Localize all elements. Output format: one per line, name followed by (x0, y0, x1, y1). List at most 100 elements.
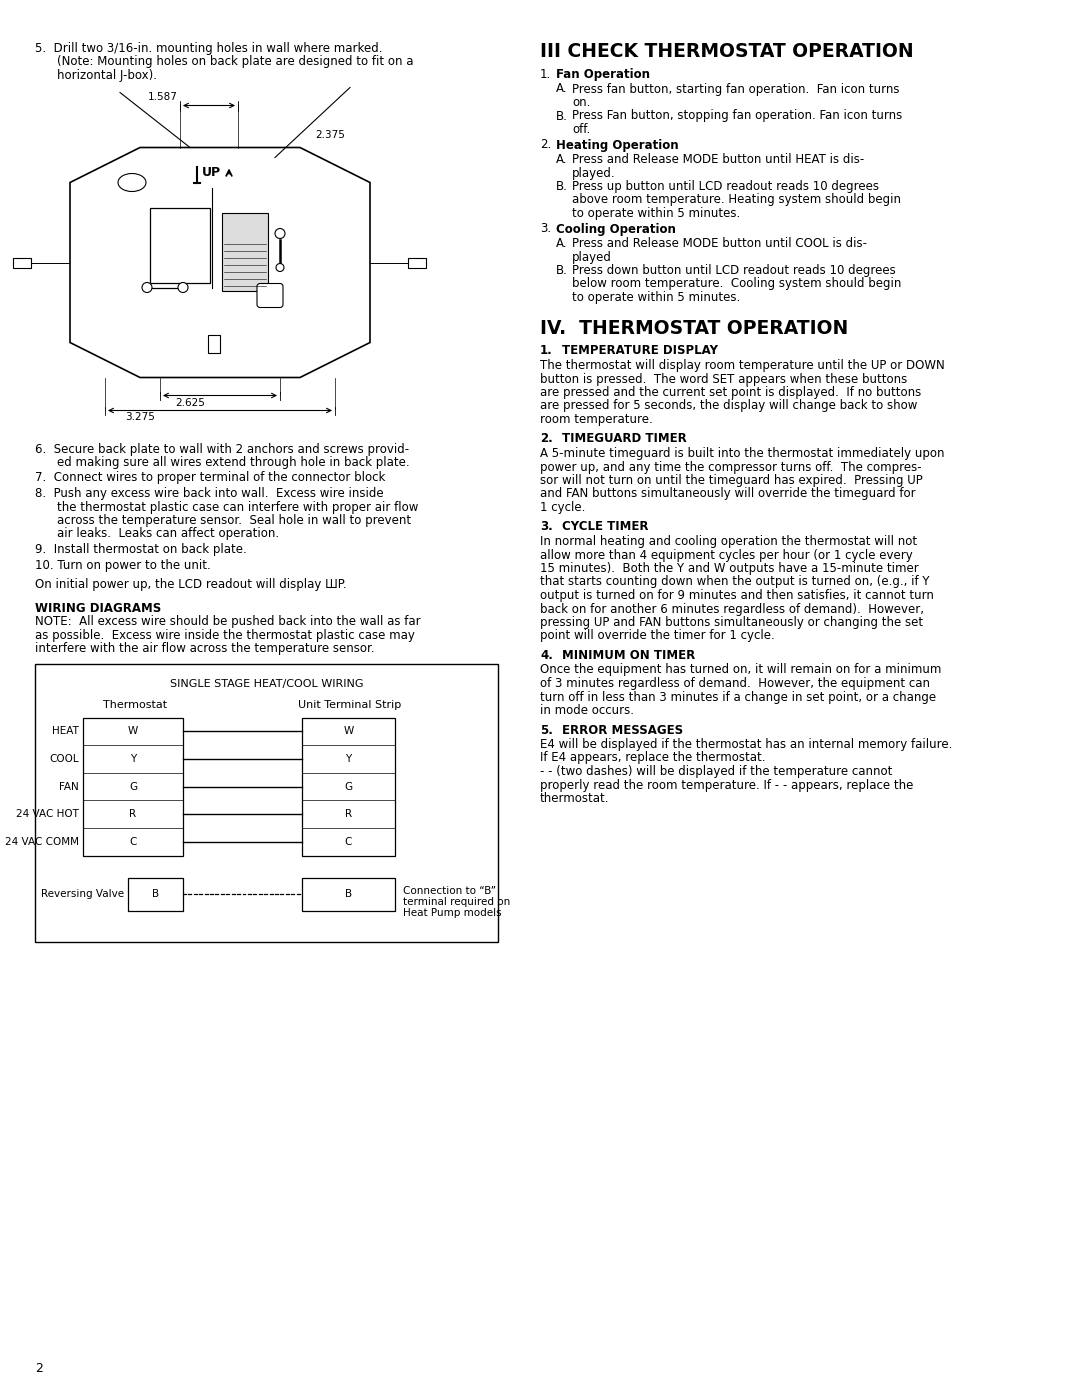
Text: 1.587: 1.587 (148, 92, 178, 102)
Text: E4 will be displayed if the thermostat has an internal memory failure.: E4 will be displayed if the thermostat h… (540, 738, 953, 752)
Text: point will override the timer for 1 cycle.: point will override the timer for 1 cycl… (540, 630, 774, 643)
Text: (Note: Mounting holes on back plate are designed to fit on a: (Note: Mounting holes on back plate are … (57, 56, 414, 68)
Text: A.: A. (556, 154, 567, 166)
Text: of 3 minutes regardless of demand.  However, the equipment can: of 3 minutes regardless of demand. Howev… (540, 678, 930, 690)
Text: back on for another 6 minutes regardless of demand).  However,: back on for another 6 minutes regardless… (540, 602, 924, 616)
Text: Unit Terminal Strip: Unit Terminal Strip (298, 700, 402, 710)
Text: A.: A. (556, 82, 567, 95)
Text: to operate within 5 minutes.: to operate within 5 minutes. (572, 207, 740, 219)
Text: SINGLE STAGE HEAT/COOL WIRING: SINGLE STAGE HEAT/COOL WIRING (170, 679, 363, 690)
Text: air leaks.  Leaks can affect operation.: air leaks. Leaks can affect operation. (57, 528, 279, 541)
Text: Press up button until LCD readout reads 10 degrees: Press up button until LCD readout reads … (572, 180, 879, 193)
Text: off.: off. (572, 123, 591, 136)
Text: 1 cycle.: 1 cycle. (540, 502, 585, 514)
Ellipse shape (118, 173, 146, 191)
Text: - - (two dashes) will be displayed if the temperature cannot: - - (two dashes) will be displayed if th… (540, 766, 892, 778)
Text: WIRING DIAGRAMS: WIRING DIAGRAMS (35, 602, 161, 615)
Text: G: G (345, 781, 352, 792)
Text: If E4 appears, replace the thermostat.: If E4 appears, replace the thermostat. (540, 752, 766, 764)
Text: TEMPERATURE DISPLAY: TEMPERATURE DISPLAY (562, 345, 718, 358)
Text: that starts counting down when the output is turned on, (e.g., if Y: that starts counting down when the outpu… (540, 576, 930, 588)
Circle shape (276, 264, 284, 271)
Text: 2.: 2. (540, 138, 551, 151)
Text: UP: UP (202, 166, 220, 179)
Text: 2.: 2. (540, 433, 553, 446)
Text: R: R (130, 809, 136, 819)
Text: 3.: 3. (540, 222, 551, 236)
Text: 15 minutes).  Both the Y and W outputs have a 15-minute timer: 15 minutes). Both the Y and W outputs ha… (540, 562, 919, 576)
Text: 7.  Connect wires to proper terminal of the connector block: 7. Connect wires to proper terminal of t… (35, 472, 386, 485)
Text: on.: on. (572, 96, 591, 109)
Text: TIMEGUARD TIMER: TIMEGUARD TIMER (562, 433, 687, 446)
Bar (83, 718, 183, 855)
Text: 5.  Drill two 3/16-in. mounting holes in wall where marked.: 5. Drill two 3/16-in. mounting holes in … (35, 42, 382, 54)
Text: horizontal J-box).: horizontal J-box). (57, 68, 157, 82)
Text: 1.: 1. (540, 345, 553, 358)
Text: G: G (129, 781, 137, 792)
Text: HEAT: HEAT (52, 726, 79, 736)
Text: B.: B. (556, 180, 568, 193)
Text: Press and Release MODE button until HEAT is dis-: Press and Release MODE button until HEAT… (572, 154, 864, 166)
Bar (408, 257, 426, 267)
Text: across the temperature sensor.  Seal hole in wall to prevent: across the temperature sensor. Seal hole… (57, 514, 411, 527)
Bar (302, 718, 395, 855)
Text: Press down button until LCD readout reads 10 degrees: Press down button until LCD readout read… (572, 264, 895, 277)
Polygon shape (70, 148, 370, 377)
Text: 2: 2 (35, 1362, 43, 1375)
Text: B: B (345, 888, 352, 900)
Text: 8.  Push any excess wire back into wall.  Excess wire inside: 8. Push any excess wire back into wall. … (35, 488, 383, 500)
Text: III CHECK THERMOSTAT OPERATION: III CHECK THERMOSTAT OPERATION (540, 42, 914, 61)
Bar (13, 257, 31, 267)
Bar (222, 212, 268, 291)
Text: COOL: COOL (50, 754, 79, 764)
Bar (208, 334, 220, 352)
Text: 10. Turn on power to the unit.: 10. Turn on power to the unit. (35, 559, 211, 571)
Text: Y: Y (130, 754, 136, 764)
Bar (35, 664, 498, 942)
Text: Reversing Valve: Reversing Valve (41, 888, 124, 900)
Text: are pressed for 5 seconds, the display will change back to show: are pressed for 5 seconds, the display w… (540, 400, 917, 412)
Text: 4.: 4. (540, 650, 553, 662)
Text: played.: played. (572, 166, 616, 179)
Text: FAN: FAN (59, 781, 79, 792)
Text: played: played (572, 250, 612, 264)
Text: pressing UP and FAN buttons simultaneously or changing the set: pressing UP and FAN buttons simultaneous… (540, 616, 923, 629)
Text: room temperature.: room temperature. (540, 414, 652, 426)
Text: below room temperature.  Cooling system should begin: below room temperature. Cooling system s… (572, 278, 902, 291)
Text: Press fan button, starting fan operation.  Fan icon turns: Press fan button, starting fan operation… (572, 82, 900, 95)
Text: Press Fan button, stopping fan operation. Fan icon turns: Press Fan button, stopping fan operation… (572, 109, 902, 123)
Text: 2.375: 2.375 (315, 130, 345, 140)
Text: are pressed and the current set point is displayed.  If no buttons: are pressed and the current set point is… (540, 386, 921, 400)
Text: in mode occurs.: in mode occurs. (540, 704, 634, 717)
Text: 5.: 5. (540, 724, 553, 736)
Text: as possible.  Excess wire inside the thermostat plastic case may: as possible. Excess wire inside the ther… (35, 629, 415, 641)
Text: B: B (152, 888, 159, 900)
Text: 6.  Secure back plate to wall with 2 anchors and screws provid-: 6. Secure back plate to wall with 2 anch… (35, 443, 409, 455)
Text: and FAN buttons simultaneously will override the timeguard for: and FAN buttons simultaneously will over… (540, 488, 916, 500)
Text: the thermostat plastic case can interfere with proper air flow: the thermostat plastic case can interfer… (57, 500, 418, 514)
Text: A 5-minute timeguard is built into the thermostat immediately upon: A 5-minute timeguard is built into the t… (540, 447, 945, 460)
Text: 9.  Install thermostat on back plate.: 9. Install thermostat on back plate. (35, 543, 246, 556)
Text: sor will not turn on until the timeguard has expired.  Pressing UP: sor will not turn on until the timeguard… (540, 474, 922, 488)
Text: Heat Pump models: Heat Pump models (403, 908, 501, 918)
Circle shape (178, 282, 188, 292)
Bar (129, 877, 183, 911)
Text: On initial power up, the LCD readout will display ШP.: On initial power up, the LCD readout wil… (35, 578, 347, 591)
Text: Y: Y (346, 754, 352, 764)
Text: IV.  THERMOSTAT OPERATION: IV. THERMOSTAT OPERATION (540, 319, 848, 338)
Text: Once the equipment has turned on, it will remain on for a minimum: Once the equipment has turned on, it wil… (540, 664, 942, 676)
Text: Fan Operation: Fan Operation (556, 68, 650, 81)
Text: terminal required on: terminal required on (403, 897, 510, 907)
Text: R: R (345, 809, 352, 819)
Text: A.: A. (556, 237, 567, 250)
Text: 2.625: 2.625 (175, 398, 205, 408)
Text: output is turned on for 9 minutes and then satisfies, it cannot turn: output is turned on for 9 minutes and th… (540, 590, 934, 602)
Text: allow more than 4 equipment cycles per hour (or 1 cycle every: allow more than 4 equipment cycles per h… (540, 549, 913, 562)
Text: C: C (345, 837, 352, 847)
Text: CYCLE TIMER: CYCLE TIMER (562, 521, 648, 534)
Text: In normal heating and cooling operation the thermostat will not: In normal heating and cooling operation … (540, 535, 917, 548)
Text: C: C (130, 837, 137, 847)
Text: interfere with the air flow across the temperature sensor.: interfere with the air flow across the t… (35, 643, 375, 655)
Text: power up, and any time the compressor turns off.  The compres-: power up, and any time the compressor tu… (540, 461, 921, 474)
Text: turn off in less than 3 minutes if a change in set point, or a change: turn off in less than 3 minutes if a cha… (540, 690, 936, 704)
